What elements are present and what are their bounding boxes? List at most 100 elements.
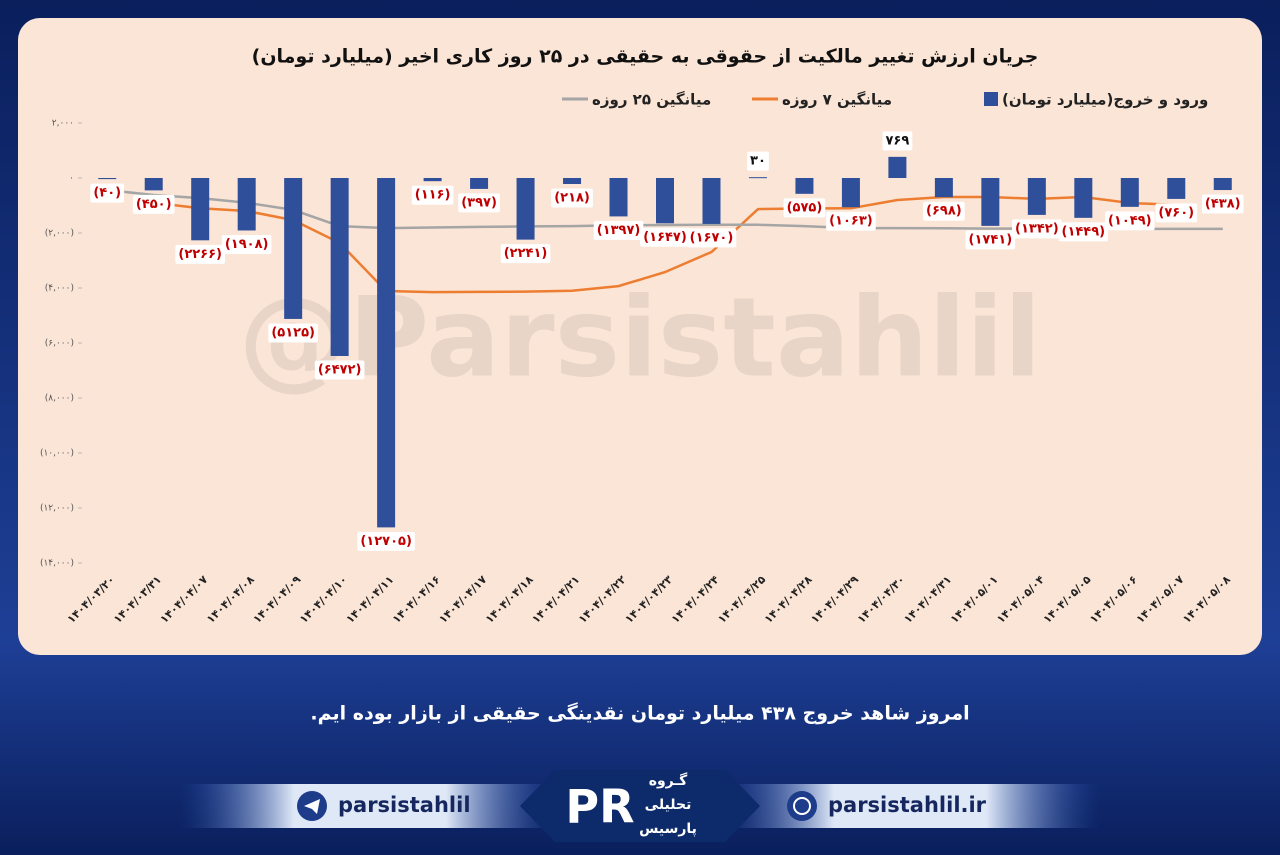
legend-label: ورود و خروج(میلیارد تومان) — [1002, 91, 1208, 109]
band-left — [180, 784, 560, 828]
value-label: (۱۶۷۰) — [690, 230, 734, 245]
value-label: (۱۷۴۱) — [969, 232, 1013, 247]
value-label-bg — [268, 323, 318, 343]
chart-title: جریان ارزش تغییر مالکیت از حقوقی به حقیق… — [252, 46, 1039, 68]
telegram-plane — [304, 799, 320, 814]
value-label: ۳۰ — [750, 154, 766, 169]
value-label: (۱۳۹۷) — [597, 223, 641, 238]
chart-panel — [18, 18, 1262, 655]
bar — [191, 178, 210, 241]
bar — [1213, 178, 1232, 191]
value-label: (۱۶۴۷) — [643, 230, 687, 245]
value-label-bg — [882, 131, 913, 151]
value-label-bg — [500, 244, 551, 264]
value-label: (۱۲۷۰۵) — [360, 534, 412, 549]
logo-frame — [520, 770, 760, 842]
logo-line: تحلیلی — [645, 797, 692, 813]
bar — [98, 178, 117, 180]
value-label-bg — [686, 228, 737, 248]
footer-text: امروز شاهد خروج ۴۳۸ میلیارد تومان نقدینگ… — [310, 702, 969, 725]
value-label: (۳۹۷) — [461, 195, 497, 210]
bar — [284, 178, 303, 319]
value-label: (۱۹۰۸) — [225, 237, 269, 252]
value-label: (۲۲۴۱) — [504, 246, 548, 261]
bar — [1027, 178, 1046, 215]
value-label: (۵۱۲۵) — [271, 325, 315, 340]
value-label-bg — [593, 220, 644, 240]
website[interactable]: parsistahlil.ir — [828, 793, 987, 817]
value-label: (۱۰۴۹) — [1108, 213, 1152, 228]
bar — [470, 178, 489, 189]
value-label: (۲۲۶۶) — [178, 247, 222, 262]
bar — [888, 156, 907, 178]
y-tick-label: ۰ — [69, 174, 74, 184]
value-label-bg — [783, 198, 826, 218]
value-label: (۲۱۸) — [554, 190, 590, 205]
value-label-bg — [826, 211, 876, 231]
value-label-bg — [458, 193, 500, 213]
bar — [563, 178, 582, 184]
legend-swatch — [984, 92, 998, 106]
bar — [1167, 178, 1186, 199]
value-label-bg — [357, 531, 415, 551]
web-globe — [793, 797, 811, 815]
bar — [1120, 178, 1139, 207]
value-label-bg — [640, 227, 690, 247]
bar — [1074, 178, 1093, 218]
value-label-bg — [747, 151, 769, 171]
band-right — [720, 784, 1100, 828]
value-label: (۱۳۴۲) — [1015, 221, 1059, 236]
value-label: (۵۷۵) — [787, 200, 823, 215]
value-label-bg — [1201, 194, 1244, 214]
value-label-bg — [1012, 219, 1062, 239]
value-label-bg — [314, 360, 365, 380]
line — [153, 195, 1177, 294]
telegram-handle[interactable]: parsistahlil — [338, 793, 471, 817]
value-label: (۷۶۰) — [1158, 205, 1194, 220]
y-tick-label: (۱۰,۰۰۰) — [40, 449, 74, 459]
y-tick-label: ۲,۰۰۰ — [52, 119, 74, 129]
y-tick-label: (۶,۰۰۰) — [45, 339, 74, 349]
legend-label: میانگین ۲۵ روزه — [592, 91, 711, 109]
value-label-bg — [175, 244, 226, 264]
value-label-bg — [1155, 203, 1198, 223]
value-label: (۱۱۶) — [415, 188, 451, 203]
value-label-bg — [132, 194, 175, 214]
bar — [237, 178, 256, 231]
value-label-bg — [1104, 211, 1155, 231]
web-icon — [787, 791, 817, 821]
value-label-bg — [411, 185, 454, 205]
bar — [423, 178, 442, 182]
value-label-bg — [90, 183, 125, 203]
logo-line: پارسیس — [639, 821, 697, 837]
y-tick-label: (۱۴,۰۰۰) — [40, 559, 74, 569]
value-label-bg — [923, 201, 965, 221]
value-label: (۶۹۸) — [926, 204, 962, 219]
value-label: ۷۶۹ — [885, 133, 909, 148]
value-label: (۱۰۶۳) — [829, 214, 873, 229]
value-label: (۱۴۴۹) — [1062, 224, 1106, 239]
bar — [656, 178, 674, 224]
value-label-bg — [551, 188, 593, 208]
value-label: (۶۴۷۲) — [318, 362, 362, 377]
bar — [934, 178, 953, 198]
bar — [702, 178, 721, 224]
y-tick-label: (۸,۰۰۰) — [45, 394, 74, 404]
bar — [981, 178, 1000, 226]
y-tick-label: (۱۲,۰۰۰) — [40, 504, 74, 514]
value-label: (۴۳۸) — [1205, 197, 1241, 212]
bar — [144, 178, 163, 191]
y-tick-label: (۲,۰۰۰) — [45, 229, 74, 239]
logo-line: گـروه — [649, 772, 688, 789]
bar — [609, 178, 628, 217]
value-label: (۴۰) — [93, 186, 121, 201]
bar — [330, 178, 349, 356]
logo-mark: PR — [565, 780, 634, 834]
bar — [748, 177, 767, 179]
value-label: (۴۵۰) — [136, 197, 172, 212]
bar — [377, 178, 396, 528]
value-label-bg — [221, 234, 272, 254]
bar — [795, 178, 814, 194]
bar — [841, 178, 860, 208]
